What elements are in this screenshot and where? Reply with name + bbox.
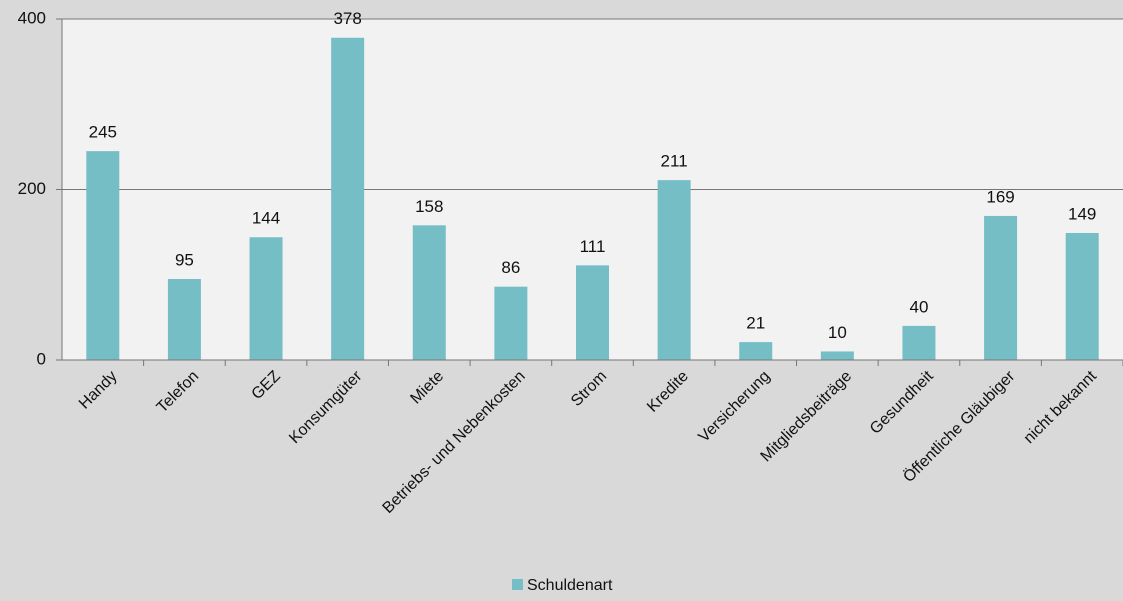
bar xyxy=(412,225,446,360)
data-label: 111 xyxy=(580,237,606,256)
data-label: 144 xyxy=(252,209,280,228)
data-label: 169 xyxy=(986,187,1014,206)
y-tick-label: 400 xyxy=(18,8,46,27)
data-label: 245 xyxy=(89,123,117,142)
bar xyxy=(739,342,773,360)
bar xyxy=(331,37,365,360)
y-tick-label: 200 xyxy=(18,179,46,198)
legend-swatch xyxy=(512,579,523,590)
data-label: 86 xyxy=(501,258,520,277)
bar xyxy=(494,286,528,360)
bar xyxy=(902,325,936,360)
data-label: 149 xyxy=(1068,204,1096,223)
data-label: 10 xyxy=(828,323,847,342)
bar xyxy=(984,215,1018,360)
bar xyxy=(1065,232,1099,360)
legend-label: Schuldenart xyxy=(527,577,613,594)
data-label: 158 xyxy=(415,197,443,216)
data-label: 21 xyxy=(746,314,765,333)
y-tick-label: 0 xyxy=(37,349,46,368)
data-label: 211 xyxy=(661,152,688,171)
data-label: 95 xyxy=(175,250,194,269)
bar xyxy=(86,151,120,360)
bar xyxy=(249,237,283,360)
bar xyxy=(657,180,691,360)
bar xyxy=(167,279,201,360)
bar xyxy=(820,351,854,360)
data-label: 40 xyxy=(910,297,929,316)
data-label: 378 xyxy=(333,9,361,28)
bar xyxy=(576,265,609,360)
